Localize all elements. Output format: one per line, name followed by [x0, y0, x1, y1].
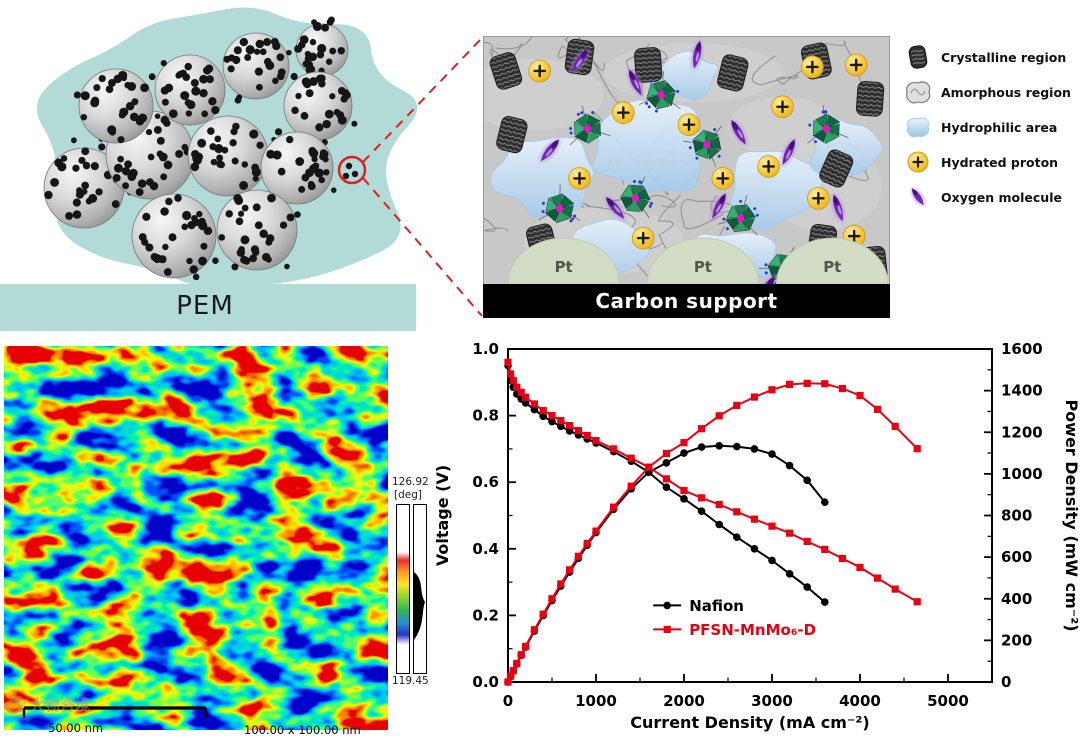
watermark-text: 大物咨境	[30, 695, 91, 714]
svg-text:Nafion: Nafion	[689, 597, 744, 615]
svg-text:Power Density (mW cm⁻²): Power Density (mW cm⁻²)	[1062, 399, 1080, 631]
amorphous-region-icon	[905, 81, 931, 104]
hydrated-proton-icon	[907, 151, 929, 173]
svg-text:0: 0	[1001, 673, 1011, 691]
carbon-support-bar: Carbon support	[483, 284, 890, 318]
svg-text:0.8: 0.8	[472, 407, 499, 425]
image-size-label: 100.00 x 100.00 nm	[244, 723, 361, 737]
performance-chart: 0 1000 2000 3000 4000 5000 0.0 0.2 0.4 0.6 0.8 1.0 0…	[433, 340, 1080, 732]
afm-scale-unit: [deg]	[394, 489, 422, 501]
svg-text:0.4: 0.4	[472, 540, 499, 558]
svg-text:1600: 1600	[1001, 340, 1043, 358]
ionomer-structure-illustration: Pt Pt Pt	[483, 36, 890, 284]
membrane-panel: Pt Pt Pt Carbon support	[483, 36, 890, 318]
svg-text:400: 400	[1001, 590, 1032, 608]
afm-scale-min: 119.45	[392, 675, 429, 687]
svg-text:0.6: 0.6	[472, 473, 499, 491]
svg-text:4000: 4000	[839, 692, 881, 710]
phase-histogram	[414, 572, 425, 640]
svg-text:1200: 1200	[1001, 423, 1043, 441]
pem-label: PEM	[176, 291, 234, 321]
afm-noise-field	[4, 346, 388, 730]
svg-text:0.0: 0.0	[472, 673, 499, 691]
svg-text:3000: 3000	[751, 692, 793, 710]
svg-text:1400: 1400	[1001, 382, 1043, 400]
svg-text:800: 800	[1001, 507, 1032, 525]
afm-scale-max: 126.92	[392, 476, 429, 488]
svg-text:0: 0	[503, 692, 513, 710]
legend-item-amorphous-region: Amorphous region	[902, 79, 1080, 105]
svg-text:1000: 1000	[575, 692, 617, 710]
legend-item-hydrated-proton: Hydrated proton	[902, 149, 1080, 175]
afm-color-scale: 126.92 [deg] 119.45	[390, 476, 462, 688]
pt-label: Pt	[555, 258, 573, 276]
legend-item-hydrophilic-area: Hydrophilic area	[902, 114, 1080, 140]
legend-item-crystalline-region: Crystalline region	[902, 44, 1080, 70]
color-gradient-bar	[396, 504, 410, 674]
watermark: 大物咨境	[4, 692, 90, 716]
afm-phase-image	[4, 346, 388, 730]
svg-text:1.0: 1.0	[472, 340, 499, 358]
svg-text:Voltage (V): Voltage (V)	[433, 465, 452, 566]
hydrophilic-area-icon	[907, 117, 930, 138]
svg-text:200: 200	[1001, 631, 1032, 649]
pt-label: Pt	[694, 258, 712, 276]
svg-text:600: 600	[1001, 548, 1032, 566]
legend: Crystalline region Amorphous region Hydr…	[902, 44, 1080, 210]
svg-text:1000: 1000	[1001, 465, 1043, 483]
legend-item-label: Crystalline region	[941, 49, 1067, 65]
afm-color-scale-bars	[396, 504, 427, 674]
legend-item-label: Amorphous region	[941, 84, 1071, 100]
crystalline-region-icon	[908, 45, 928, 69]
legend-item-label: Oxygen molecule	[941, 189, 1062, 205]
scale-bar-label: 50.00 nm	[48, 721, 103, 735]
oxygen-molecule-icon	[908, 185, 928, 209]
carbon-support-label: Carbon support	[595, 289, 778, 313]
pt-label: Pt	[823, 258, 841, 276]
svg-text:2000: 2000	[663, 692, 705, 710]
svg-text:Current Density (mA cm⁻²): Current Density (mA cm⁻²)	[630, 713, 869, 732]
watermark-logo-icon	[5, 696, 26, 715]
svg-text:5000: 5000	[927, 692, 969, 710]
legend-item-label: Hydrated proton	[941, 154, 1059, 170]
svg-text:0.2: 0.2	[472, 606, 499, 624]
legend-item-label: Hydrophilic area	[941, 119, 1058, 135]
afm-scale-bar: 50.00 nm 100.00 x 100.00 nm	[22, 706, 361, 737]
pem-schematic: PEM	[0, 7, 418, 331]
svg-text:PFSN-MnMo₆-D: PFSN-MnMo₆-D	[689, 621, 816, 639]
legend-item-oxygen-molecule: Oxygen molecule	[902, 184, 1080, 210]
